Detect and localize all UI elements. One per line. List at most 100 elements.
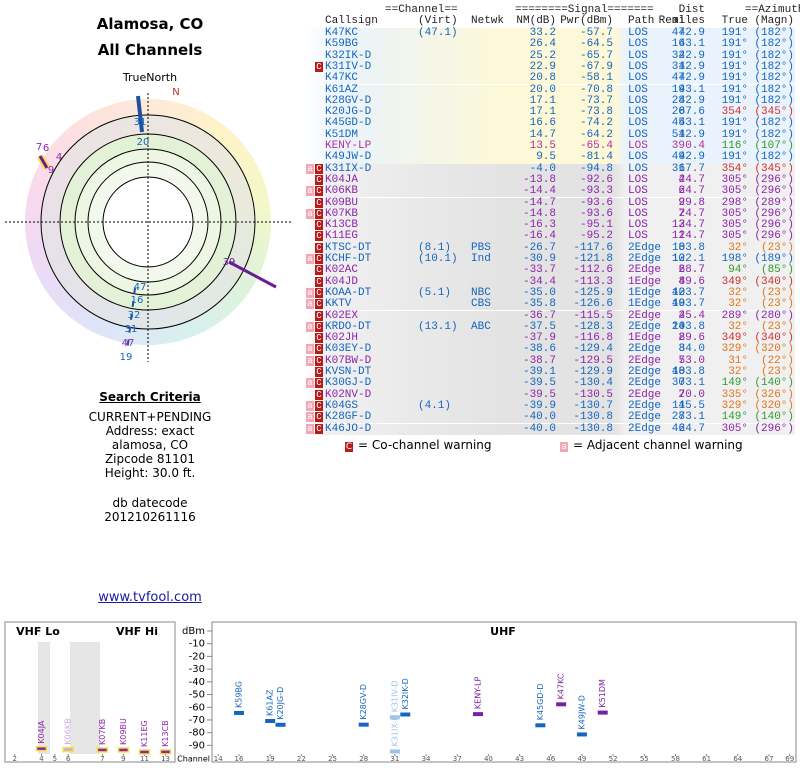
cell: 191° [721, 128, 748, 141]
column-header: Path [628, 15, 655, 27]
y-tick-label: -90 [189, 740, 205, 751]
cell: (289°) [754, 196, 794, 209]
signal-bar [556, 702, 567, 707]
cell: K02AC [325, 264, 359, 277]
flag-group: C [315, 265, 324, 276]
cell: 298° [721, 196, 748, 209]
table-row: C K04JD 4 -34.4 -113.3 1Edge 89.6 349° (340°) [305, 275, 795, 288]
warning-flag: C [315, 163, 323, 174]
cell: 2Edge [628, 343, 662, 356]
table-row: a C K31IX-D 31 -4.0 -94.8 LOS 67.7 354° (345°) [305, 162, 795, 175]
cell: 2Edge [628, 354, 662, 367]
x-tick-label: 11 [140, 755, 149, 763]
cell: K45GD-D [325, 117, 372, 130]
cell: -64.2 [579, 128, 613, 141]
cell: -129.9 [573, 366, 613, 378]
station-ray [136, 95, 144, 133]
station-label: K20JG-D [276, 687, 285, 720]
cell: 191° [721, 38, 748, 51]
group-header: ==Azimuth== [745, 4, 800, 16]
search-line: Address: exact [105, 424, 195, 438]
cell: 9 [678, 196, 685, 209]
column-header: miles [671, 15, 705, 27]
cell: -73.7 [579, 94, 613, 107]
table-row: K49JW-D 49 9.5 -81.4 LOS 42.9 191° (182°) [305, 151, 795, 164]
warning-flag: C [315, 287, 323, 298]
cell: 149° [721, 377, 748, 390]
cell: ABC [471, 320, 491, 333]
warning-flag: a [306, 400, 314, 411]
column-header: True [721, 15, 748, 27]
x-tick-label: 4 [39, 755, 44, 763]
cell: 103.8 [671, 366, 705, 378]
flag-group: C [315, 367, 324, 378]
cell: 16 [671, 38, 685, 51]
cell: 2Edge [628, 388, 662, 401]
cell: 10 [671, 253, 685, 265]
x-tick-label: 16 [235, 755, 244, 763]
cell: 305° [721, 422, 748, 435]
cell: K07KB [325, 207, 359, 220]
cell: 28 [671, 411, 685, 424]
cell: 2Edge [628, 253, 662, 265]
station-label: K13CB [161, 720, 170, 747]
cell: (5.1) [418, 286, 452, 299]
cell: 25.2 [529, 49, 556, 62]
warning-flag: C [315, 378, 323, 389]
cell: -130.4 [573, 377, 613, 390]
search-lines: CURRENT+PENDING Address: exact alamosa, CO… [0, 410, 300, 480]
cell: K49JW-D [325, 151, 372, 164]
cell: 43.1 [678, 83, 705, 96]
cell: 24.7 [678, 185, 705, 198]
cell: K61AZ [325, 83, 359, 96]
station-label: K32IK-D [401, 678, 410, 709]
cell: 349° [721, 275, 748, 288]
site-link[interactable]: www.tvfool.com [0, 590, 300, 605]
cell: 42.9 [678, 72, 705, 85]
cell: LOS [628, 185, 648, 198]
signal-bar [96, 747, 109, 753]
cell: 24 [671, 320, 685, 333]
cell: 2Edge [628, 320, 662, 333]
cell: 2Edge [628, 377, 662, 390]
cell: (182°) [754, 38, 794, 51]
cell: -40.0 [522, 411, 556, 424]
cell: LOS [628, 128, 648, 141]
cell: (182°) [754, 27, 794, 39]
warning-flag: C [315, 276, 323, 287]
cell: 13 [671, 219, 685, 232]
flag-group: C [315, 242, 324, 254]
search-title: Search Criteria [99, 390, 201, 404]
cell: -121.8 [573, 253, 613, 265]
link-text[interactable]: www.tvfool.com [98, 590, 202, 605]
cell: K28GF-D [325, 411, 372, 424]
warning-flag: a [306, 321, 314, 332]
warning-flag: C [315, 254, 323, 264]
cell: 51 [671, 128, 685, 141]
cell: K06KB [325, 185, 359, 198]
cell: -93.6 [579, 207, 613, 220]
station-label: K31IV-D [390, 680, 399, 712]
cell: -39.5 [522, 388, 556, 401]
datecode: 201210261116 [104, 510, 196, 524]
table-row: K47KC 47 (47.1) 33.2 -57.7 LOS 42.9 191° (182°) [305, 27, 795, 40]
warning-flag: C [315, 220, 323, 231]
table-row: C KTSC-DT 8 (8.1) PBS -26.7 -117.6 2Edge 103.8 32… [305, 242, 795, 254]
cell: 20.0 [529, 83, 556, 96]
cell: 73.1 [678, 377, 705, 390]
cell: 329° [721, 343, 748, 356]
cell: -39.9 [522, 399, 556, 412]
cell: -14.7 [522, 196, 556, 209]
cell: LOS [628, 219, 648, 232]
cell: K03EY-D [325, 343, 372, 356]
station-label: K28GV-D [359, 684, 368, 720]
polar-plot: TrueNorth N 31 20 7 649 39 47 16 32 31 47 19 [5, 71, 292, 363]
cell: (345°) [754, 162, 794, 175]
cell: LOS [628, 60, 648, 73]
warning-flag: C [315, 344, 323, 355]
cell: 2Edge [628, 399, 662, 412]
cell: K11EG [325, 230, 359, 243]
